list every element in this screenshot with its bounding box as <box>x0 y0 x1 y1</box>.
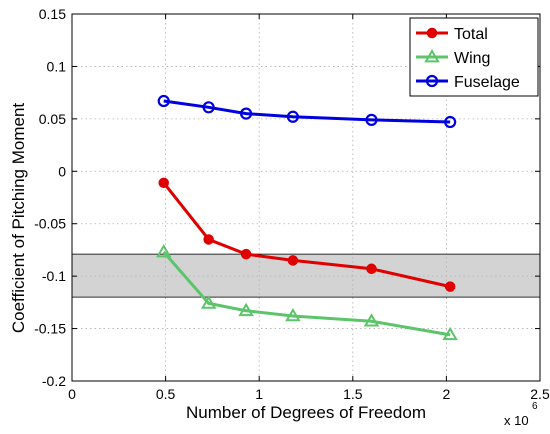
series-line-total <box>162 181 451 289</box>
y-tick-label: -0.15 <box>34 321 66 337</box>
x-axis-label: Number of Degrees of Freedom <box>186 403 426 422</box>
series-fuselage <box>157 94 457 129</box>
data-point-fuselage <box>157 94 170 108</box>
y-tick-label: 0.1 <box>47 58 67 74</box>
series-total <box>158 177 456 292</box>
data-point-fuselage <box>286 110 299 123</box>
y-tick-label: 0.15 <box>39 6 66 22</box>
data-point-total <box>444 281 456 292</box>
x-tick-label: 0 <box>68 386 76 402</box>
data-point-wing <box>363 313 380 327</box>
data-point-fuselage <box>239 107 253 120</box>
data-point-fuselage <box>202 101 215 114</box>
x-axis-multiplier: x 10 <box>504 413 529 428</box>
x-axis-multiplier-exponent: 6 <box>532 401 538 412</box>
y-tick-label: -0.1 <box>42 268 66 284</box>
x-tick-label: 2 <box>443 386 451 402</box>
data-point-total <box>366 263 377 275</box>
y-axis-label: Coefficient of Pitching Moment <box>9 103 28 334</box>
data-point-fuselage <box>365 113 378 127</box>
x-tick-label: 2.5 <box>530 386 550 402</box>
legend-marker-fuselage <box>425 74 439 88</box>
data-point-wing <box>200 295 217 309</box>
data-point-total <box>287 255 299 266</box>
data-point-fuselage <box>444 115 457 129</box>
y-tick-label: -0.05 <box>34 216 66 232</box>
data-point-wing <box>285 307 301 322</box>
data-point-wing <box>155 244 172 258</box>
y-tick-label: 0 <box>58 163 66 179</box>
legend-marker-wing <box>424 49 440 63</box>
data-point-wing <box>442 326 458 341</box>
y-tick-label: -0.2 <box>42 373 66 389</box>
data-point-total <box>240 248 252 260</box>
legend-marker-total <box>426 27 438 39</box>
legend-label-fuselage: Fuselage <box>454 74 520 91</box>
data-point-total <box>158 177 169 189</box>
data-point-total <box>203 234 214 245</box>
x-tick-label: 0.5 <box>156 386 176 402</box>
x-tick-label: 1 <box>255 386 263 402</box>
legend-label-wing: Wing <box>454 50 490 67</box>
y-tick-label: 0.05 <box>39 111 66 127</box>
series-line-wing <box>162 251 451 337</box>
series-line-fuselage <box>163 99 451 124</box>
plot-frame <box>71 13 541 382</box>
legend-label-total: Total <box>454 26 488 43</box>
x-tick-label: 1.5 <box>343 386 363 402</box>
series-wing <box>155 244 458 341</box>
legend: Total Wing Fuselage <box>409 17 539 97</box>
data-point-wing <box>238 302 254 317</box>
